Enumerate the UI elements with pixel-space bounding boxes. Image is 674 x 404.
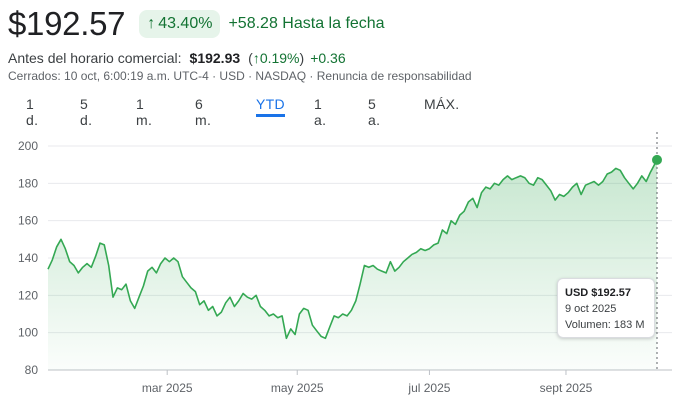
- y-axis: 80 100 120 140 160 180 200: [18, 139, 38, 377]
- x-tick-label: mar 2025: [142, 381, 193, 395]
- price-chart[interactable]: 80 100 120 140 160 180 200 mar 2025 may 2025 jul…: [0, 130, 674, 404]
- arrow-up-icon: ↑: [252, 50, 260, 66]
- change-period-label: Hasta la fecha: [282, 15, 385, 32]
- x-axis: mar 2025 may 2025 jul 2025 sept 2025: [142, 370, 593, 395]
- tab-6m[interactable]: 6 m.: [195, 96, 212, 128]
- tab-max[interactable]: MÁX.: [424, 96, 460, 112]
- tab-1m[interactable]: 1 m.: [136, 96, 153, 128]
- hover-tooltip: USD $192.57 9 oct 2025 Volumen: 183 M: [557, 278, 655, 338]
- y-tick-label: 140: [18, 251, 38, 265]
- y-tick-label: 100: [18, 326, 38, 340]
- premarket-change: +0.36: [310, 50, 346, 66]
- percent-change-badge: ↑ 43.40%: [139, 10, 221, 38]
- absolute-change-value: +58.28: [228, 15, 278, 32]
- y-tick-label: 80: [25, 363, 39, 377]
- percent-change-value: 43.40%: [158, 15, 213, 32]
- absolute-change: +58.28 Hasta la fecha: [228, 15, 384, 33]
- quote-header: $192.57 ↑ 43.40% +58.28 Hasta la fecha: [8, 4, 385, 44]
- premarket-percent-value: 0.19%: [259, 50, 300, 66]
- x-tick-label: sept 2025: [540, 381, 593, 395]
- tooltip-date: 9 oct 2025: [565, 303, 617, 315]
- premarket-label: Antes del horario comercial:: [8, 50, 182, 66]
- last-price-marker: [652, 154, 662, 165]
- tooltip-volume: Volumen: 183 M: [565, 319, 645, 331]
- x-tick-label: jul 2025: [407, 381, 450, 395]
- market-status-line: Cerrados: 10 oct, 6:00:19 a.m. UTC-4 · U…: [8, 69, 472, 83]
- premarket-row: Antes del horario comercial: $192.93 (↑0…: [8, 50, 346, 66]
- tooltip-price: USD $192.57: [565, 287, 632, 299]
- arrow-up-icon: ↑: [147, 15, 156, 32]
- tab-5y[interactable]: 5 a.: [368, 96, 381, 128]
- y-tick-label: 180: [18, 176, 38, 190]
- premarket-percent: (↑0.19%): [248, 50, 305, 66]
- premarket-price: $192.93: [189, 50, 241, 66]
- current-price: $192.57: [8, 5, 126, 42]
- x-tick-label: may 2025: [271, 381, 324, 395]
- y-tick-label: 200: [18, 139, 38, 153]
- price-series-line: [47, 159, 658, 340]
- price-area-fill: [48, 159, 657, 370]
- y-tick-label: 120: [18, 288, 38, 302]
- tab-5d[interactable]: 5 d.: [80, 96, 93, 128]
- price-chart-svg[interactable]: 80 100 120 140 160 180 200 mar 2025 may 2025 jul…: [0, 130, 674, 404]
- tab-1d[interactable]: 1 d.: [26, 96, 39, 128]
- tab-ytd[interactable]: YTD: [256, 96, 285, 117]
- tab-1y[interactable]: 1 a.: [314, 96, 327, 128]
- y-tick-label: 160: [18, 214, 38, 228]
